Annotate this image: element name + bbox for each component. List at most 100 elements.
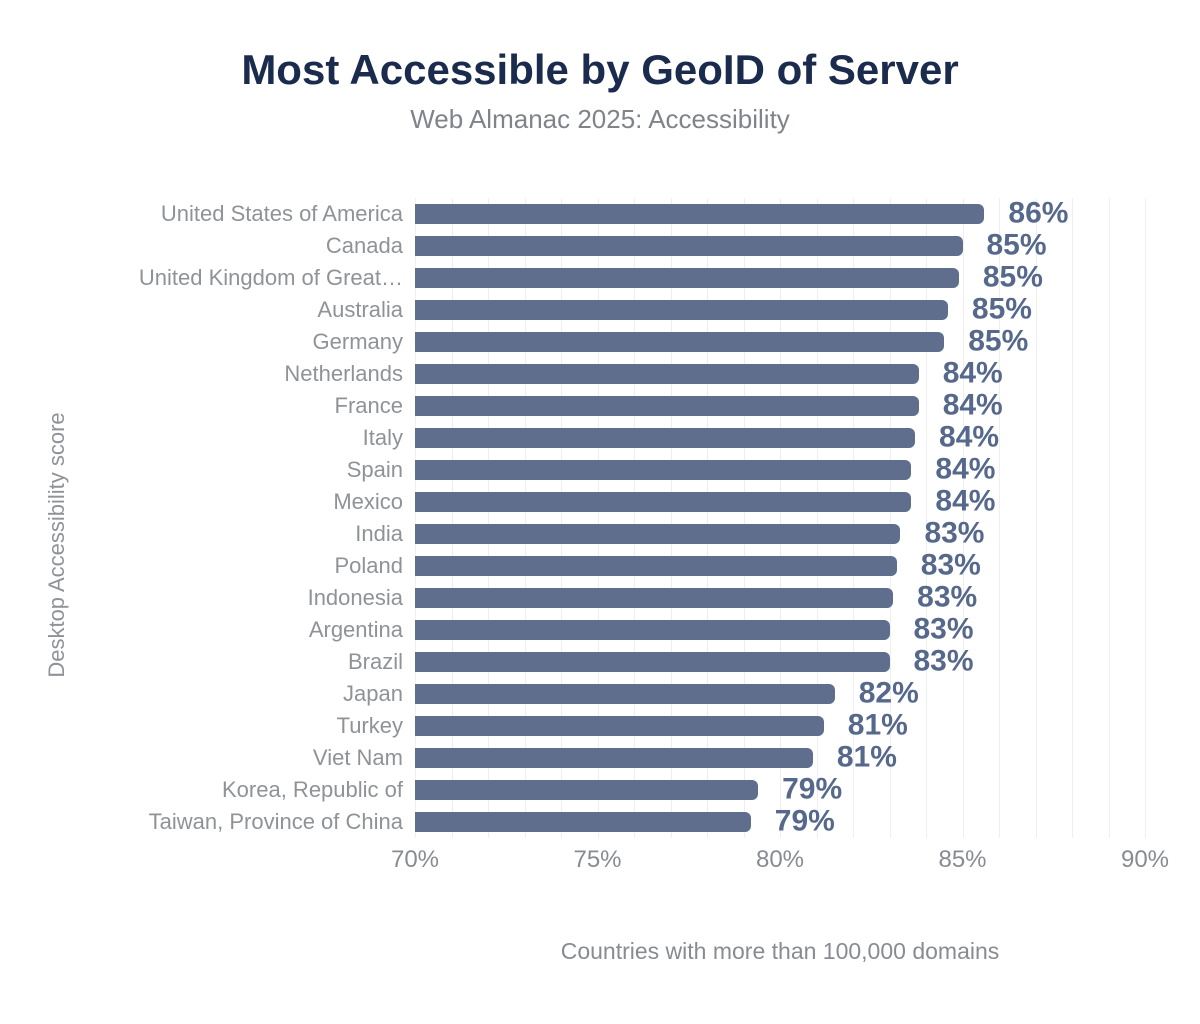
category-label: France bbox=[334, 393, 403, 418]
value-label: 85% bbox=[968, 324, 1029, 358]
bar-track: 85% bbox=[415, 292, 1145, 325]
bar bbox=[415, 236, 963, 256]
bar-row: Netherlands 84% bbox=[0, 356, 1145, 390]
bar bbox=[415, 300, 948, 320]
category-label: United Kingdom of Great… bbox=[138, 265, 403, 290]
gridline bbox=[707, 198, 708, 838]
gridline bbox=[1072, 198, 1073, 838]
value-label: 84% bbox=[935, 452, 996, 486]
bar bbox=[415, 620, 890, 640]
bar bbox=[415, 364, 919, 384]
category-label: Turkey bbox=[336, 713, 403, 738]
bar bbox=[415, 556, 897, 576]
bar-row: India 83% bbox=[0, 516, 1145, 550]
bar bbox=[415, 652, 890, 672]
gridline bbox=[488, 198, 489, 838]
gridline bbox=[743, 198, 745, 838]
category-label: Indonesia bbox=[307, 585, 403, 610]
bar-row: Japan 82% bbox=[0, 676, 1145, 710]
x-tick-label: 80% bbox=[755, 846, 805, 873]
x-axis: 70% 75% 80% 85% 90% bbox=[391, 846, 1169, 876]
gridline bbox=[962, 198, 964, 838]
gridline bbox=[1035, 198, 1037, 838]
bar-track: 84% bbox=[415, 452, 1145, 485]
gridline bbox=[524, 198, 526, 838]
bar bbox=[415, 396, 919, 416]
bar-track: 84% bbox=[415, 420, 1145, 453]
bar-row: Taiwan, Province of China 79% bbox=[0, 804, 1145, 838]
value-label: 85% bbox=[971, 292, 1032, 326]
bar-row: Turkey 81% bbox=[0, 708, 1145, 742]
bar-track: 81% bbox=[415, 740, 1145, 773]
bar-track: 85% bbox=[415, 228, 1145, 261]
bar bbox=[415, 332, 945, 352]
value-label: 84% bbox=[942, 388, 1003, 422]
bar-row: Viet Nam 81% bbox=[0, 740, 1145, 774]
x-axis-title: Countries with more than 100,000 domains bbox=[560, 938, 1000, 964]
value-label: 79% bbox=[782, 772, 843, 806]
bar-track: 84% bbox=[415, 388, 1145, 421]
bar bbox=[415, 428, 916, 448]
value-label: 86% bbox=[1008, 196, 1069, 230]
value-label: 83% bbox=[913, 644, 974, 678]
bar-track: 79% bbox=[415, 772, 1145, 805]
value-label: 79% bbox=[774, 804, 835, 838]
gridline bbox=[1108, 198, 1110, 838]
bar-track: 85% bbox=[415, 324, 1145, 357]
value-label: 83% bbox=[920, 548, 981, 582]
bar-row: Brazil 83% bbox=[0, 644, 1145, 678]
value-label: 85% bbox=[986, 228, 1047, 262]
gridline bbox=[1145, 198, 1146, 838]
bar-track: 79% bbox=[415, 804, 1145, 837]
gridline bbox=[451, 198, 453, 838]
category-label: Italy bbox=[362, 425, 403, 450]
bar-row: Korea, Republic of 79% bbox=[0, 772, 1145, 806]
gridline bbox=[415, 198, 416, 838]
value-label: 83% bbox=[924, 516, 985, 550]
bar-track: 83% bbox=[415, 612, 1145, 645]
bar-rows: United States of America 86% Canada 85% … bbox=[0, 196, 1145, 838]
category-label: Poland bbox=[334, 553, 403, 578]
gridline bbox=[853, 198, 854, 838]
x-tick-label: 90% bbox=[1120, 846, 1170, 873]
bar bbox=[415, 716, 824, 736]
value-label: 82% bbox=[858, 676, 919, 710]
gridline bbox=[926, 198, 927, 838]
gridline bbox=[670, 198, 672, 838]
gridline bbox=[634, 198, 635, 838]
value-label: 83% bbox=[917, 580, 978, 614]
x-tick-label: 75% bbox=[573, 846, 622, 873]
bar bbox=[415, 268, 959, 288]
bar-row: United Kingdom of Great… 85% bbox=[0, 260, 1145, 294]
category-label: United States of America bbox=[160, 201, 403, 226]
gridline bbox=[889, 198, 891, 838]
bar bbox=[415, 748, 813, 768]
bar-track: 83% bbox=[415, 548, 1145, 581]
category-label: Australia bbox=[317, 297, 403, 322]
bar-track: 85% bbox=[415, 260, 1145, 293]
value-label: 84% bbox=[939, 420, 1000, 454]
bar-row: Indonesia 83% bbox=[0, 580, 1145, 614]
bar-row: Australia 85% bbox=[0, 292, 1145, 326]
bar bbox=[415, 204, 985, 224]
bar-track: 83% bbox=[415, 644, 1145, 677]
value-label: 83% bbox=[913, 612, 974, 646]
category-label: Germany bbox=[312, 329, 403, 354]
bar-row: Canada 85% bbox=[0, 228, 1145, 262]
value-label: 84% bbox=[942, 356, 1003, 390]
gridline bbox=[999, 198, 1000, 838]
bar-track: 83% bbox=[415, 580, 1145, 613]
gridline bbox=[816, 198, 818, 838]
gridline bbox=[780, 198, 781, 838]
category-label: Brazil bbox=[347, 649, 403, 674]
category-label: Canada bbox=[325, 233, 403, 258]
bar bbox=[415, 492, 912, 512]
bar-track: 84% bbox=[415, 484, 1145, 517]
chart-subtitle: Web Almanac 2025: Accessibility bbox=[410, 104, 790, 134]
bar-row: Germany 85% bbox=[0, 324, 1145, 358]
bar-track: 84% bbox=[415, 356, 1145, 389]
category-label: Taiwan, Province of China bbox=[148, 809, 403, 834]
bar-row: Mexico 84% bbox=[0, 484, 1145, 518]
bar bbox=[415, 812, 751, 832]
